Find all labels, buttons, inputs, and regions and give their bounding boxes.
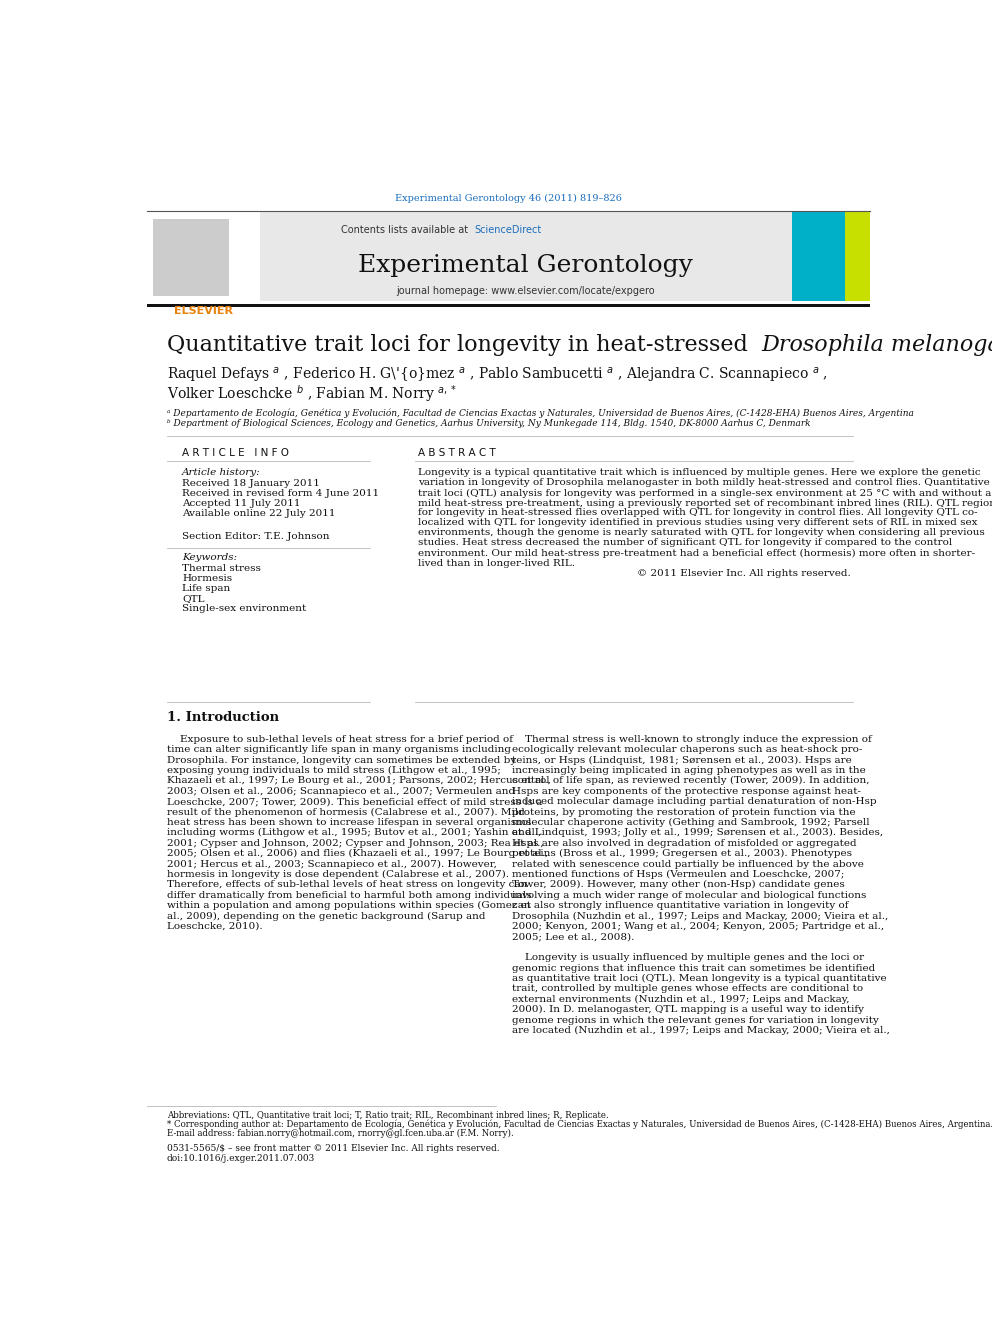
Text: studies. Heat stress decreased the number of significant QTL for longevity if co: studies. Heat stress decreased the numbe… bbox=[419, 538, 952, 548]
Text: Single-sex environment: Single-sex environment bbox=[183, 603, 307, 613]
Text: trait loci (QTL) analysis for longevity was performed in a single-sex environmen: trait loci (QTL) analysis for longevity … bbox=[419, 488, 992, 497]
Text: Section Editor: T.E. Johnson: Section Editor: T.E. Johnson bbox=[183, 532, 329, 541]
Text: 2005; Lee et al., 2008).: 2005; Lee et al., 2008). bbox=[512, 933, 634, 942]
Text: localized with QTL for longevity identified in previous studies using very diffe: localized with QTL for longevity identif… bbox=[419, 519, 978, 528]
Text: Hsps are key components of the protective response against heat-: Hsps are key components of the protectiv… bbox=[512, 787, 860, 796]
Text: Keywords:: Keywords: bbox=[183, 553, 237, 562]
Text: Exposure to sub-lethal levels of heat stress for a brief period of: Exposure to sub-lethal levels of heat st… bbox=[167, 734, 513, 744]
Text: genomic regions that influence this trait can sometimes be identified: genomic regions that influence this trai… bbox=[512, 963, 875, 972]
Text: hormesis in longevity is dose dependent (Calabrese et al., 2007).: hormesis in longevity is dose dependent … bbox=[167, 871, 509, 878]
Text: genome regions in which the relevant genes for variation in longevity: genome regions in which the relevant gen… bbox=[512, 1016, 878, 1024]
Text: Contents lists available at: Contents lists available at bbox=[341, 225, 471, 235]
Text: proteins (Bross et al., 1999; Gregersen et al., 2003). Phenotypes: proteins (Bross et al., 1999; Gregersen … bbox=[512, 849, 851, 859]
Text: Drosophila. For instance, longevity can sometimes be extended by: Drosophila. For instance, longevity can … bbox=[167, 755, 516, 765]
Text: exposing young individuals to mild stress (Lithgow et al., 1995;: exposing young individuals to mild stres… bbox=[167, 766, 501, 775]
Text: Accepted 11 July 2011: Accepted 11 July 2011 bbox=[183, 499, 301, 508]
Text: environments, though the genome is nearly saturated with QTL for longevity when : environments, though the genome is nearl… bbox=[419, 528, 985, 537]
Text: Received 18 January 2011: Received 18 January 2011 bbox=[183, 479, 320, 488]
Text: for longevity in heat-stressed flies overlapped with QTL for longevity in contro: for longevity in heat-stressed flies ove… bbox=[419, 508, 978, 517]
Text: © 2011 Elsevier Inc. All rights reserved.: © 2011 Elsevier Inc. All rights reserved… bbox=[637, 569, 851, 578]
Bar bbox=[845, 212, 870, 302]
Text: A B S T R A C T: A B S T R A C T bbox=[419, 448, 496, 458]
Text: 2000). In D. melanogaster, QTL mapping is a useful way to identify: 2000). In D. melanogaster, QTL mapping i… bbox=[512, 1005, 863, 1015]
Text: Loeschcke, 2007; Tower, 2009). This beneficial effect of mild stress is a: Loeschcke, 2007; Tower, 2009). This bene… bbox=[167, 798, 542, 806]
Text: mentioned functions of Hsps (Vermeulen and Loeschcke, 2007;: mentioned functions of Hsps (Vermeulen a… bbox=[512, 871, 844, 878]
Text: increasingly being implicated in aging phenotypes as well as in the: increasingly being implicated in aging p… bbox=[512, 766, 865, 775]
Text: ScienceDirect: ScienceDirect bbox=[474, 225, 542, 235]
Text: control of life span, as reviewed recently (Tower, 2009). In addition,: control of life span, as reviewed recent… bbox=[512, 777, 869, 786]
Text: 0531-5565/$ – see front matter © 2011 Elsevier Inc. All rights reserved.: 0531-5565/$ – see front matter © 2011 El… bbox=[167, 1143, 499, 1152]
Text: Raquel Defays $^{a}$ , Federico H. G\'{o}mez $^{a}$ , Pablo Sambucetti $^{a}$ , : Raquel Defays $^{a}$ , Federico H. G\'{o… bbox=[167, 366, 827, 385]
Text: E-mail address: fabian.norry@hotmail.com, rnorry@gl.fcen.uba.ar (F.M. Norry).: E-mail address: fabian.norry@hotmail.com… bbox=[167, 1129, 514, 1138]
Text: * Corresponding author at: Departamento de Ecología, Genética y Evolución, Facul: * Corresponding author at: Departamento … bbox=[167, 1119, 992, 1129]
Text: are located (Nuzhdin et al., 1997; Leips and Mackay, 2000; Vieira et al.,: are located (Nuzhdin et al., 1997; Leips… bbox=[512, 1025, 890, 1035]
Text: Hsps are also involved in degradation of misfolded or aggregated: Hsps are also involved in degradation of… bbox=[512, 839, 856, 848]
Text: 2005; Olsen et al., 2006) and flies (Khazaeli et al., 1997; Le Bourg et al.,: 2005; Olsen et al., 2006) and flies (Kha… bbox=[167, 849, 548, 859]
Text: can also strongly influence quantitative variation in longevity of: can also strongly influence quantitative… bbox=[512, 901, 848, 910]
Text: Khazaeli et al., 1997; Le Bourg et al., 2001; Parsons, 2002; Hercus et al.,: Khazaeli et al., 1997; Le Bourg et al., … bbox=[167, 777, 551, 786]
Text: Quantitative trait loci for longevity in heat-stressed: Quantitative trait loci for longevity in… bbox=[167, 335, 755, 356]
Text: including worms (Lithgow et al., 1995; Butov et al., 2001; Yashin et al.,: including worms (Lithgow et al., 1995; B… bbox=[167, 828, 541, 837]
Text: ELSEVIER: ELSEVIER bbox=[175, 306, 233, 316]
Bar bbox=[147, 303, 870, 307]
Text: lived than in longer-lived RIL.: lived than in longer-lived RIL. bbox=[419, 558, 575, 568]
Text: mild heat-stress pre-treatment, using a previously reported set of recombinant i: mild heat-stress pre-treatment, using a … bbox=[419, 499, 992, 508]
Text: Experimental Gerontology 46 (2011) 819–826: Experimental Gerontology 46 (2011) 819–8… bbox=[395, 194, 622, 204]
Text: 2001; Cypser and Johnson, 2002; Cypser and Johnson, 2003; Rea et al.,: 2001; Cypser and Johnson, 2002; Cypser a… bbox=[167, 839, 544, 848]
Text: Thermal stress: Thermal stress bbox=[183, 564, 261, 573]
Text: differ dramatically from beneficial to harmful both among individuals: differ dramatically from beneficial to h… bbox=[167, 890, 532, 900]
Text: ᵇ Department of Biological Sciences, Ecology and Genetics, Aarhus University, Ny: ᵇ Department of Biological Sciences, Eco… bbox=[167, 419, 810, 429]
Text: Abbreviations: QTL, Quantitative trait loci; T, Ratio trait; RIL, Recombinant in: Abbreviations: QTL, Quantitative trait l… bbox=[167, 1110, 608, 1119]
Text: journal homepage: www.elsevier.com/locate/expgero: journal homepage: www.elsevier.com/locat… bbox=[396, 286, 655, 296]
Text: time can alter significantly life span in many organisms including: time can alter significantly life span i… bbox=[167, 745, 511, 754]
Text: result of the phenomenon of hormesis (Calabrese et al., 2007). Mild: result of the phenomenon of hormesis (Ca… bbox=[167, 807, 525, 816]
Text: doi:10.1016/j.exger.2011.07.003: doi:10.1016/j.exger.2011.07.003 bbox=[167, 1154, 314, 1163]
Text: Drosophila melanogaster: Drosophila melanogaster bbox=[761, 335, 992, 356]
Text: Hormesis: Hormesis bbox=[183, 574, 232, 583]
Text: Article history:: Article history: bbox=[183, 468, 261, 478]
Bar bbox=[792, 212, 845, 302]
Text: Experimental Gerontology: Experimental Gerontology bbox=[358, 254, 692, 277]
Text: teins, or Hsps (Lindquist, 1981; Sørensen et al., 2003). Hsps are: teins, or Hsps (Lindquist, 1981; Sørense… bbox=[512, 755, 851, 765]
Text: 1. Introduction: 1. Introduction bbox=[167, 712, 279, 724]
Text: Drosophila (Nuzhdin et al., 1997; Leips and Mackay, 2000; Vieira et al.,: Drosophila (Nuzhdin et al., 1997; Leips … bbox=[512, 912, 888, 921]
Text: environment. Our mild heat-stress pre-treatment had a beneficial effect (hormesi: environment. Our mild heat-stress pre-tr… bbox=[419, 549, 975, 557]
Text: Longevity is a typical quantitative trait which is influenced by multiple genes.: Longevity is a typical quantitative trai… bbox=[419, 468, 981, 478]
Text: Available online 22 July 2011: Available online 22 July 2011 bbox=[183, 509, 335, 519]
Text: Tower, 2009). However, many other (non-Hsp) candidate genes: Tower, 2009). However, many other (non-H… bbox=[512, 880, 844, 889]
Text: Therefore, effects of sub-lethal levels of heat stress on longevity can: Therefore, effects of sub-lethal levels … bbox=[167, 880, 527, 889]
Text: A R T I C L E   I N F O: A R T I C L E I N F O bbox=[183, 448, 289, 458]
Text: heat stress has been shown to increase lifespan in several organisms: heat stress has been shown to increase l… bbox=[167, 818, 531, 827]
Text: Life span: Life span bbox=[183, 583, 230, 593]
Bar bbox=[260, 212, 792, 302]
Text: induced molecular damage including partial denaturation of non-Hsp: induced molecular damage including parti… bbox=[512, 798, 876, 806]
Text: proteins, by promoting the restoration of protein function via the: proteins, by promoting the restoration o… bbox=[512, 807, 855, 816]
Text: variation in longevity of Drosophila melanogaster in both mildly heat-stressed a: variation in longevity of Drosophila mel… bbox=[419, 479, 990, 487]
Text: and Lindquist, 1993; Jolly et al., 1999; Sørensen et al., 2003). Besides,: and Lindquist, 1993; Jolly et al., 1999;… bbox=[512, 828, 883, 837]
Text: Received in revised form 4 June 2011: Received in revised form 4 June 2011 bbox=[183, 490, 379, 499]
Text: 2000; Kenyon, 2001; Wang et al., 2004; Kenyon, 2005; Partridge et al.,: 2000; Kenyon, 2001; Wang et al., 2004; K… bbox=[512, 922, 884, 931]
Text: external environments (Nuzhdin et al., 1997; Leips and Mackay,: external environments (Nuzhdin et al., 1… bbox=[512, 995, 849, 1004]
Text: related with senescence could partially be influenced by the above: related with senescence could partially … bbox=[512, 860, 863, 869]
Text: Volker Loeschcke $^{b}$ , Fabian M. Norry $^{a,*}$: Volker Loeschcke $^{b}$ , Fabian M. Norr… bbox=[167, 384, 457, 404]
Text: involving a much wider range of molecular and biological functions: involving a much wider range of molecula… bbox=[512, 890, 866, 900]
Text: QTL: QTL bbox=[183, 594, 204, 603]
Text: molecular chaperone activity (Gething and Sambrook, 1992; Parsell: molecular chaperone activity (Gething an… bbox=[512, 818, 869, 827]
Text: trait, controlled by multiple genes whose effects are conditional to: trait, controlled by multiple genes whos… bbox=[512, 984, 863, 994]
Text: ecologically relevant molecular chaperons such as heat-shock pro-: ecologically relevant molecular chaperon… bbox=[512, 745, 862, 754]
Text: 2001; Hercus et al., 2003; Scannapieco et al., 2007). However,: 2001; Hercus et al., 2003; Scannapieco e… bbox=[167, 860, 497, 869]
Bar bbox=[147, 212, 260, 302]
Text: Longevity is usually influenced by multiple genes and the loci or: Longevity is usually influenced by multi… bbox=[512, 953, 864, 962]
Text: Loeschcke, 2010).: Loeschcke, 2010). bbox=[167, 922, 262, 931]
Text: as quantitative trait loci (QTL). Mean longevity is a typical quantitative: as quantitative trait loci (QTL). Mean l… bbox=[512, 974, 886, 983]
Text: Thermal stress is well-known to strongly induce the expression of: Thermal stress is well-known to strongly… bbox=[512, 734, 871, 744]
Text: within a population and among populations within species (Gomez et: within a population and among population… bbox=[167, 901, 531, 910]
Text: 2003; Olsen et al., 2006; Scannapieco et al., 2007; Vermeulen and: 2003; Olsen et al., 2006; Scannapieco et… bbox=[167, 787, 515, 796]
Text: al., 2009), depending on the genetic background (Sarup and: al., 2009), depending on the genetic bac… bbox=[167, 912, 485, 921]
Text: ᵃ Departamento de Ecología, Genética y Evolución, Facultad de Ciencias Exactas y: ᵃ Departamento de Ecología, Genética y E… bbox=[167, 407, 914, 418]
Bar bbox=[154, 218, 228, 296]
